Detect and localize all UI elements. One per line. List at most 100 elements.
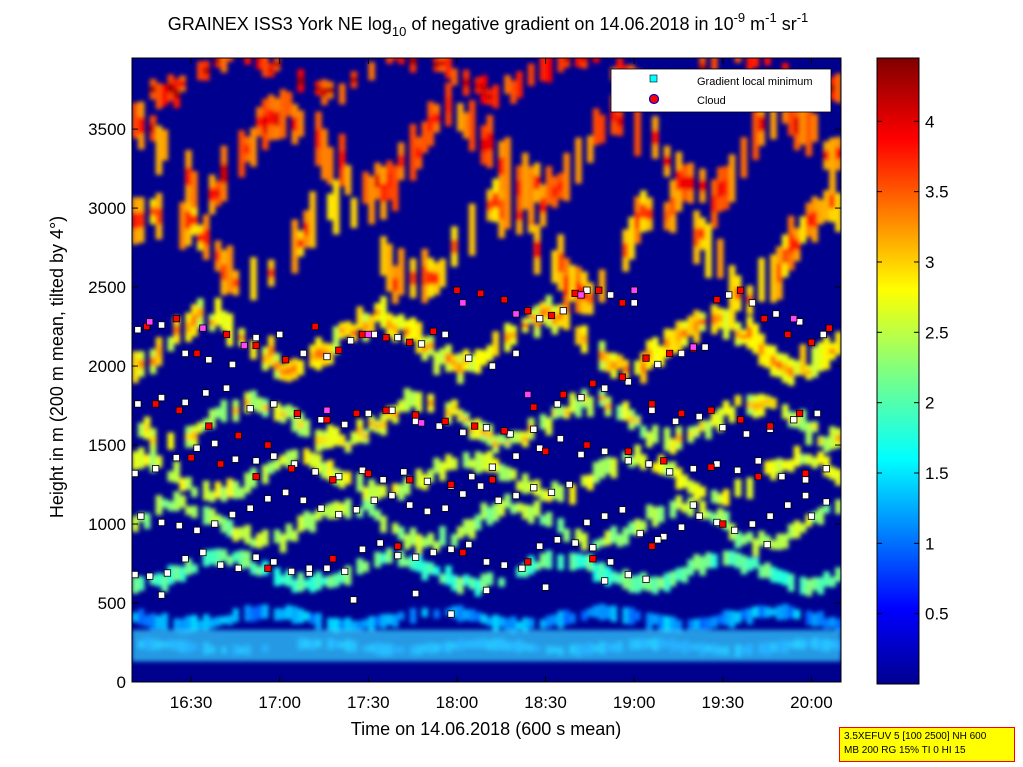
data-point xyxy=(500,427,508,435)
data-point xyxy=(358,330,367,339)
data-point xyxy=(589,544,597,552)
data-point xyxy=(801,476,810,484)
data-point xyxy=(379,476,387,484)
colorbar-tick-label: 3 xyxy=(925,253,934,272)
data-point xyxy=(695,413,703,421)
data-point xyxy=(349,596,358,604)
data-point xyxy=(305,564,313,572)
chart-title: GRAINEX ISS3 York NE log10 of negative g… xyxy=(168,10,809,39)
data-point xyxy=(299,349,307,358)
data-point xyxy=(465,354,473,362)
data-point xyxy=(205,422,213,430)
marker-series-2 xyxy=(146,286,798,427)
x-tick-label: 19:30 xyxy=(702,693,745,712)
x-tick-label: 17:00 xyxy=(258,693,301,712)
data-point xyxy=(666,349,674,358)
x-tick-label: 19:00 xyxy=(613,693,656,712)
data-point xyxy=(624,447,632,455)
data-point xyxy=(559,390,567,399)
x-tick-label: 20:00 xyxy=(790,693,833,712)
data-point xyxy=(654,360,662,369)
data-point xyxy=(583,518,591,527)
y-tick-label: 2500 xyxy=(88,278,126,297)
data-point xyxy=(822,465,830,473)
y-tick-label: 1500 xyxy=(88,436,126,455)
data-point xyxy=(713,518,721,527)
data-point xyxy=(211,520,219,528)
data-point xyxy=(429,327,437,335)
data-point xyxy=(329,476,337,484)
data-point xyxy=(822,498,830,506)
data-point xyxy=(447,610,455,618)
data-point xyxy=(423,507,432,515)
data-point xyxy=(677,523,686,531)
data-point xyxy=(547,311,556,320)
data-point xyxy=(825,324,833,332)
data-point xyxy=(175,522,183,530)
x-tick-label: 18:00 xyxy=(436,693,479,712)
data-point xyxy=(193,444,201,452)
data-point xyxy=(571,289,579,297)
data-point xyxy=(157,591,166,599)
data-point xyxy=(618,373,626,381)
data-point xyxy=(677,349,686,358)
y-tick-label: 1000 xyxy=(88,515,126,534)
data-point xyxy=(648,406,656,414)
data-point xyxy=(624,378,632,386)
x-tick-label: 17:30 xyxy=(347,693,390,712)
data-point xyxy=(364,469,372,478)
data-point xyxy=(187,454,195,462)
data-point xyxy=(217,561,225,569)
data-point xyxy=(689,465,697,473)
data-point xyxy=(459,299,467,307)
colorbar-tick-label: 1.5 xyxy=(925,464,949,483)
y-tick-label: 3500 xyxy=(88,120,126,139)
data-point xyxy=(618,299,626,307)
data-point xyxy=(264,564,272,572)
data-point xyxy=(228,360,237,369)
info-box: 3.5XEFUV 5 [100 2500] NH 600 MB 200 RG 1… xyxy=(839,727,1015,762)
data-point xyxy=(282,488,290,497)
data-point xyxy=(270,452,278,460)
x-axis-ticks: 16:30 17:00 17:30 18:00 18:30 19:00 19:30 20:00 xyxy=(170,58,833,712)
data-point xyxy=(459,548,467,557)
data-point xyxy=(394,542,402,550)
data-point xyxy=(270,400,278,408)
data-point xyxy=(181,555,189,563)
data-point xyxy=(695,512,703,520)
data-point xyxy=(536,315,544,323)
data-point xyxy=(624,457,632,465)
data-point xyxy=(801,469,810,478)
plot-frame xyxy=(131,57,842,683)
legend-marker-cloud xyxy=(648,93,660,105)
data-point xyxy=(264,495,272,503)
data-point xyxy=(246,405,254,413)
data-point xyxy=(766,422,774,430)
data-point xyxy=(441,417,449,425)
data-point xyxy=(577,394,585,402)
data-point xyxy=(476,289,485,297)
data-point xyxy=(411,417,420,425)
data-point xyxy=(217,460,225,468)
data-point xyxy=(648,542,656,550)
data-point xyxy=(530,484,538,492)
data-point xyxy=(731,526,739,534)
marker-series-1 xyxy=(143,286,833,572)
info-box-line-2: MB 200 RG 15% TI 0 HI 15 xyxy=(844,745,966,756)
data-point xyxy=(766,512,774,520)
y-tick-label: 2000 xyxy=(88,357,126,376)
data-point xyxy=(624,570,632,579)
data-point xyxy=(701,343,709,351)
data-point xyxy=(406,501,414,509)
data-point xyxy=(435,422,443,430)
data-point xyxy=(645,460,653,468)
data-point xyxy=(763,540,771,549)
data-point xyxy=(181,349,189,358)
data-point xyxy=(246,504,254,512)
data-point xyxy=(536,444,544,452)
y-tick-label: 0 xyxy=(117,673,126,692)
data-point xyxy=(601,447,609,455)
data-point xyxy=(134,326,142,334)
data-point xyxy=(382,334,390,342)
data-point xyxy=(323,406,331,414)
